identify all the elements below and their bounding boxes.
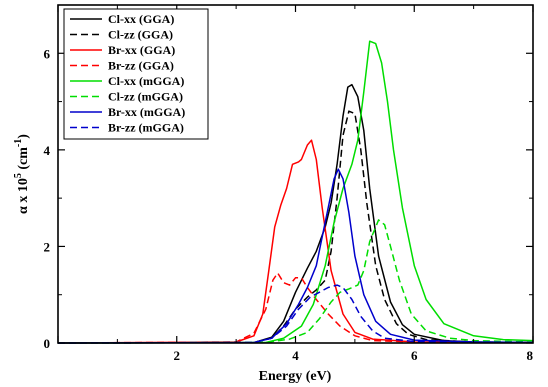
series-curves [57, 40, 534, 344]
legend-label-cl-xx-mgga: Cl-xx (mGGA) [108, 74, 184, 88]
y-axis-title-prefix: α x 10 [16, 178, 31, 214]
x-tick-label: 6 [411, 348, 418, 363]
y-axis-title-unit-open: (cm [16, 147, 31, 173]
series-line-cl-xx-gga [57, 83, 534, 344]
y-tick-label: 0 [44, 336, 51, 351]
legend-box [63, 8, 209, 140]
legend: Cl-xx (GGA) Cl-zz (GGA)Br-xx (GGA) Br-zz (… [63, 8, 209, 140]
legend-label-br-xx-gga: Br-xx (GGA) [108, 43, 175, 57]
x-tick-label: 8 [527, 348, 534, 363]
y-axis-title-unit-close: ) [16, 134, 31, 139]
series-line-br-zz-mgga [57, 284, 534, 344]
x-tick-label: 4 [292, 348, 299, 363]
legend-label-cl-xx-gga: Cl-xx (GGA) [108, 12, 174, 26]
series-line-br-xx-mgga [57, 168, 534, 344]
legend-label-cl-zz-gga: Cl-zz (GGA) [108, 28, 173, 42]
y-tick-label: 6 [44, 46, 51, 61]
series-line-cl-zz-gga [57, 110, 534, 344]
y-axis-title-unit-exponent: -1 [13, 139, 24, 147]
legend-label-cl-zz-mgga: Cl-zz (mGGA) [108, 90, 183, 104]
legend-label-br-xx-mgga: Br-xx (mGGA) [108, 105, 185, 119]
series-line-cl-zz-mgga [57, 219, 534, 344]
axis-ticks [57, 4, 534, 344]
x-axis-title: Energy (eV) [259, 369, 332, 384]
y-tick-label: 2 [44, 239, 51, 254]
x-tick-labels: 2 4 6 8 [174, 348, 534, 363]
series-line-br-xx-gga [57, 139, 534, 344]
legend-label-br-zz-gga: Br-zz (GGA) [108, 59, 174, 73]
series-line-cl-xx-mgga [57, 40, 534, 344]
series-line-br-zz-gga [57, 272, 534, 344]
x-tick-label: 2 [174, 348, 181, 363]
y-axis-title: α x 105 (cm-1) [13, 134, 31, 214]
legend-label-br-zz-mgga: Br-zz (mGGA) [108, 121, 184, 135]
y-tick-label: 4 [44, 143, 51, 158]
y-axis-title-exponent: 5 [13, 173, 24, 178]
y-tick-labels: 0 2 4 6 [44, 46, 51, 351]
